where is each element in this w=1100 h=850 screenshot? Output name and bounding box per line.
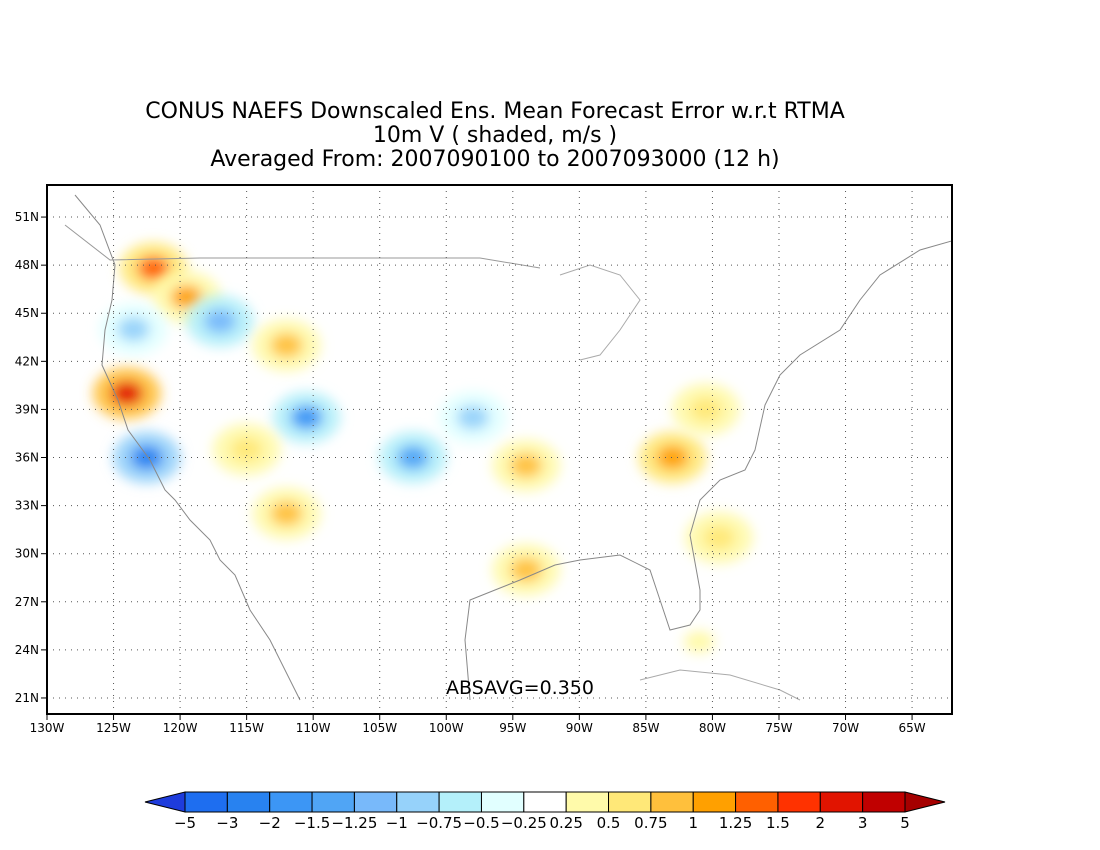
colorbar-swatch [353,791,398,813]
longitude-label: 90W [566,721,593,735]
colorbar-label: 1.5 [766,814,790,832]
field-anomaly [378,431,447,484]
longitude-label: 105W [362,721,397,735]
colorbar-label: −1 [386,814,408,832]
colorbar-swatch [438,791,482,813]
longitude-label: 100W [429,721,464,735]
longitude-label: 120W [163,721,198,735]
colorbar-swatch [650,791,694,813]
field-anomaly [272,391,341,444]
shaded-field [92,242,754,668]
colorbar-swatch [565,791,610,813]
latitude-label: 21N [15,691,39,705]
colorbar-swatch [523,791,567,813]
latitude-label: 51N [15,210,39,224]
gridlines [47,185,952,714]
colorbar-label: −0.5 [463,814,499,832]
colorbar-label: −2 [259,814,281,832]
colorbar-label: −0.25 [501,814,547,832]
latitude-label: 27N [15,595,39,609]
latitude-label: 45N [15,306,39,320]
absavg-annotation: ABSAVG=0.350 [446,677,594,699]
colorbar-swatch [862,791,906,813]
longitude-label: 80W [699,721,726,735]
title-line-1: CONUS NAEFS Downscaled Ens. Mean Forecas… [145,99,845,124]
longitude-label: 85W [632,721,659,735]
colorbar-swatch [735,791,779,813]
colorbar-label: −0.75 [416,814,462,832]
colorbar-label: 0.75 [634,814,667,832]
field-anomaly [438,391,507,444]
field-anomaly [638,431,707,484]
colorbar-swatch [777,791,821,813]
longitude-label: 115W [229,721,264,735]
colorbar-swatch [184,791,228,813]
map-title: CONUS NAEFS Downscaled Ens. Mean Forecas… [0,100,990,172]
field-anomaly [92,367,161,420]
colorbar-label: −1.25 [331,814,377,832]
latitude-label: 36N [15,451,39,465]
colorbar-swatch [396,791,440,813]
colorbar-swatch [311,791,355,813]
field-anomaly [186,295,255,348]
colorbar-swatch [608,791,652,813]
latitude-label: 30N [15,547,39,561]
colorbar-swatch [226,791,271,813]
field-anomaly [671,383,740,436]
field-anomaly [252,319,321,372]
latitude-labels: 51N 48N 45N 42N 39N 36N 33N 30N 27N 24N 21N [15,210,47,705]
latitude-label: 24N [15,643,39,657]
longitude-label: 65W [899,721,926,735]
longitude-label: 125W [96,721,131,735]
longitude-label: 95W [499,721,526,735]
longitude-label: 110W [296,721,331,735]
latitude-label: 48N [15,258,39,272]
coastline [64,194,952,701]
colorbar-label: 0.25 [549,814,582,832]
colorbar-arrow-high [904,791,946,813]
colorbar-arrow-low [144,791,186,813]
field-anomaly [99,303,168,356]
field-anomaly [112,431,181,484]
colorbar-label: 0.5 [597,814,621,832]
title-line-2: 10m V ( shaded, m/s ) [372,123,618,148]
field-anomaly [685,511,754,564]
field-anomaly [252,487,321,540]
longitude-label: 75W [765,721,792,735]
colorbar-labels: −5 −3 −2 −1.5 −1.25 −1 −0.75 −0.5 −0.25 0.25 0.5 0.… [174,814,910,832]
longitude-label: 130W [30,721,65,735]
colorbar-swatch [269,791,313,813]
field-anomaly [492,439,561,492]
colorbar-swatches [144,791,946,813]
colorbar-label: 3 [858,814,868,832]
latitude-label: 39N [15,402,39,416]
title-line-3: Averaged From: 2007090100 to 2007093000 … [210,147,780,172]
colorbar-label: 1 [688,814,698,832]
latitude-label: 42N [15,354,39,368]
colorbar-swatch [819,791,864,813]
colorbar-label: 1.25 [719,814,752,832]
colorbar-label: 2 [816,814,826,832]
field-anomaly [492,543,561,596]
latitude-label: 33N [15,499,39,513]
longitude-label: 70W [832,721,859,735]
longitude-labels: 130W 125W 120W 115W 110W 105W 100W 95W 90W 85W 80W… [30,714,926,735]
map-figure: 51N 48N 45N 42N 39N 36N 33N 30N 27N 24N 21N 130W 12… [15,184,953,735]
field-anomaly [665,615,734,668]
colorbar-label: −3 [216,814,238,832]
map-frame [46,184,953,715]
colorbar-label: −5 [174,814,196,832]
colorbar-swatch [692,791,737,813]
colorbar-label: 5 [900,814,910,832]
colorbar-label: −1.5 [294,814,330,832]
colorbar-swatch [480,791,525,813]
